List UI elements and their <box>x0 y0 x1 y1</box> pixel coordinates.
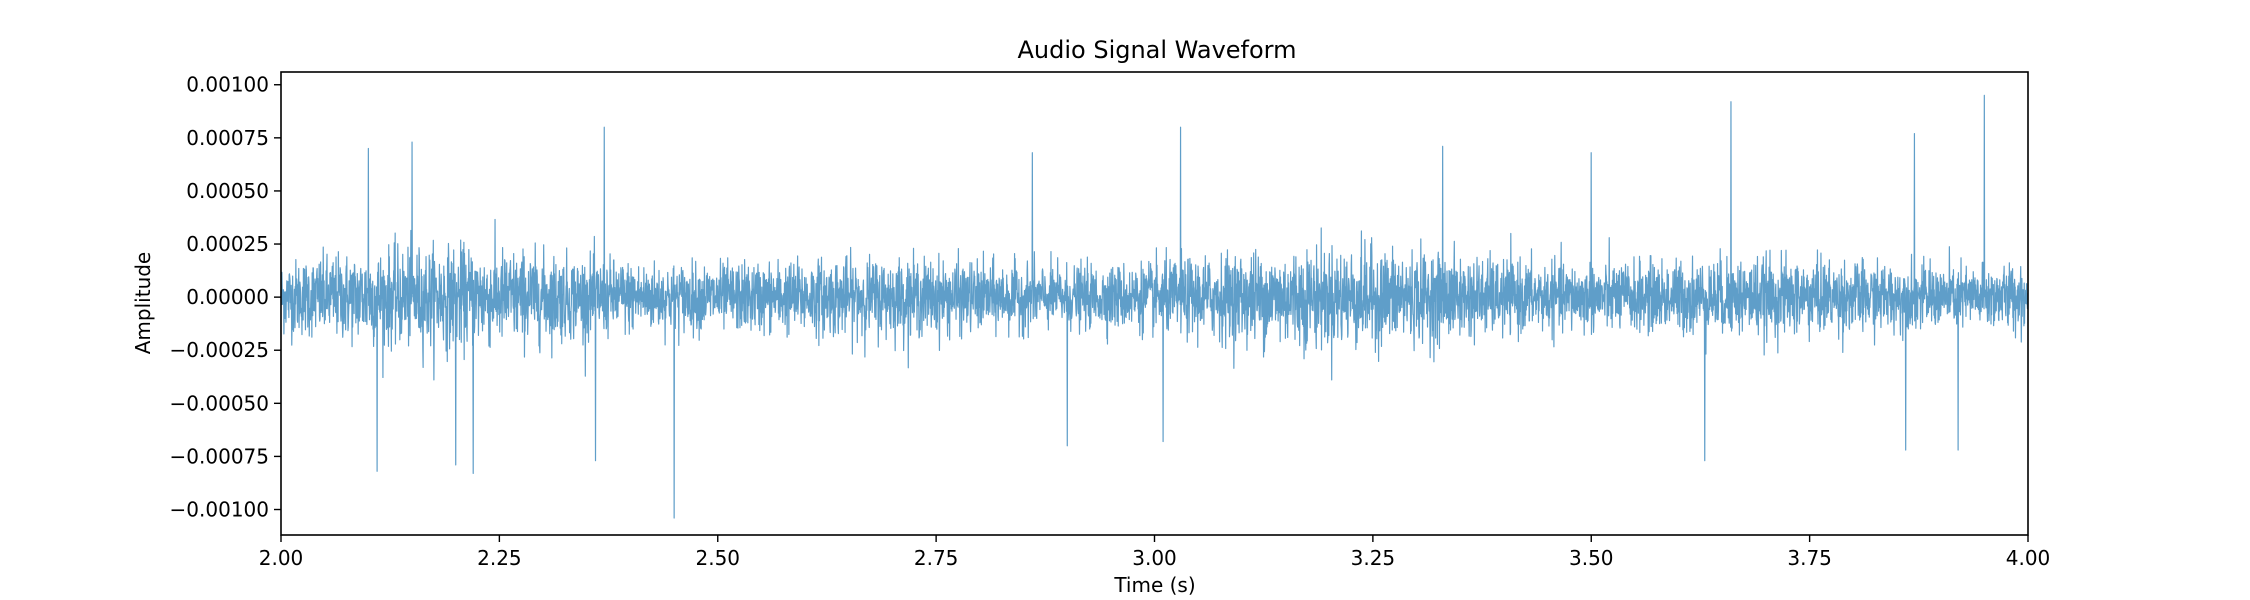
x-tick-label: 3.00 <box>1132 546 1177 570</box>
y-axis-label: Amplitude <box>131 252 155 355</box>
y-axis: −0.00100 −0.00075 −0.00050 −0.00025 0.00000 0… <box>170 73 281 522</box>
plot-area <box>280 71 2029 536</box>
x-tick-label: 2.75 <box>914 546 959 570</box>
y-tick-label: 0.00075 <box>186 126 269 150</box>
y-tick-label: 0.00000 <box>186 285 269 309</box>
x-tick-label: 2.00 <box>259 546 304 570</box>
series-group <box>281 94 2028 519</box>
y-tick-label: −0.00050 <box>170 391 269 415</box>
x-tick-label: 3.25 <box>1351 546 1396 570</box>
y-tick-label: 0.00100 <box>186 73 269 97</box>
x-tick-label: 2.50 <box>695 546 740 570</box>
y-tick-label: −0.00100 <box>170 498 269 522</box>
y-tick-label: −0.00025 <box>170 338 269 362</box>
x-axis-label: Time (s) <box>1113 573 1195 597</box>
chart-title: Audio Signal Waveform <box>1017 36 1296 64</box>
y-tick-label: −0.00075 <box>170 444 269 468</box>
x-tick-label: 4.00 <box>2006 546 2051 570</box>
x-axis: 2.00 2.25 2.50 2.75 3.00 3.25 3.50 3.75 4.00 <box>259 535 2051 570</box>
x-tick-label: 3.75 <box>1787 546 1832 570</box>
waveform-line <box>281 94 2028 519</box>
x-tick-label: 2.25 <box>477 546 522 570</box>
y-tick-label: 0.00050 <box>186 179 269 203</box>
x-tick-label: 3.50 <box>1569 546 1614 570</box>
y-tick-label: 0.00025 <box>186 232 269 256</box>
